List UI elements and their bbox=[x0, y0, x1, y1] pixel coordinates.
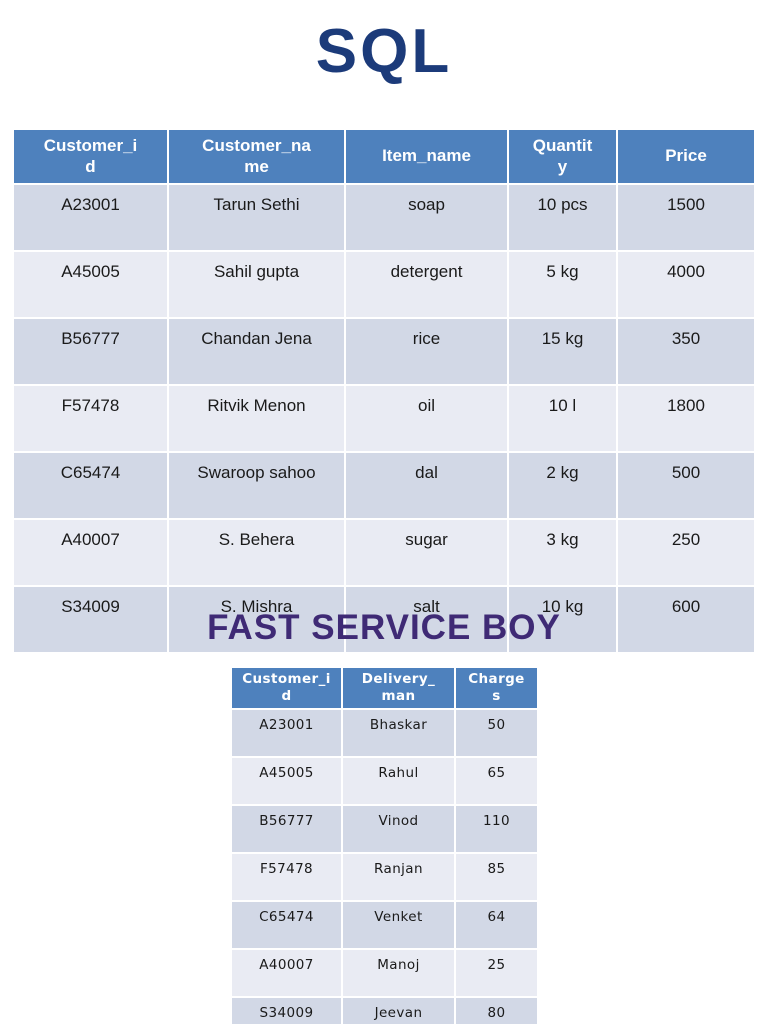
table-row: A40007 Manoj 25 bbox=[232, 948, 537, 997]
column-header-delivery-man: Delivery_ man bbox=[341, 668, 455, 709]
table-row: F57478 Ritvik Menon oil 10 l 1800 bbox=[14, 384, 754, 452]
column-header-price: Price bbox=[616, 130, 754, 184]
cell-customer-id: A45005 bbox=[14, 250, 168, 318]
cell-charges: 65 bbox=[454, 756, 537, 805]
cell-price: 600 bbox=[616, 585, 754, 652]
cell-customer-id: A45005 bbox=[232, 756, 342, 805]
table-row: S34009 Jeevan 80 bbox=[232, 996, 537, 1024]
cell-customer-name: S. Mishra bbox=[167, 585, 345, 652]
cell-delivery-man: Ranjan bbox=[341, 852, 455, 901]
cell-price: 350 bbox=[616, 317, 754, 385]
cell-customer-id: F57478 bbox=[14, 384, 168, 452]
cell-item-name: oil bbox=[344, 384, 508, 452]
cell-price: 4000 bbox=[616, 250, 754, 318]
column-header-customer-id: Customer_i d bbox=[14, 130, 168, 184]
table-row: S34009 S. Mishra salt 10 kg 600 bbox=[14, 585, 754, 652]
table-row: F57478 Ranjan 85 bbox=[232, 852, 537, 901]
delivery-header-row: Customer_i d Delivery_ man Charge s bbox=[232, 668, 537, 709]
cell-customer-id: S34009 bbox=[14, 585, 168, 652]
cell-delivery-man: Jeevan bbox=[341, 996, 455, 1024]
cell-item-name: sugar bbox=[344, 518, 508, 586]
column-header-item-name: Item_name bbox=[344, 130, 508, 184]
table-row: C65474 Venket 64 bbox=[232, 900, 537, 949]
table-row: A45005 Rahul 65 bbox=[232, 756, 537, 805]
cell-delivery-man: Bhaskar bbox=[341, 708, 455, 757]
cell-customer-id: A40007 bbox=[232, 948, 342, 997]
orders-table: Customer_i d Customer_na me Item_name Qu… bbox=[14, 130, 754, 652]
cell-customer-id: F57478 bbox=[232, 852, 342, 901]
column-header-customer-id: Customer_i d bbox=[232, 668, 342, 709]
cell-customer-name: Chandan Jena bbox=[167, 317, 345, 385]
cell-customer-name: Swaroop sahoo bbox=[167, 451, 345, 519]
cell-quantity: 5 kg bbox=[507, 250, 617, 318]
cell-customer-name: Ritvik Menon bbox=[167, 384, 345, 452]
cell-delivery-man: Venket bbox=[341, 900, 455, 949]
cell-quantity: 2 kg bbox=[507, 451, 617, 519]
cell-customer-name: S. Behera bbox=[167, 518, 345, 586]
column-header-customer-name: Customer_na me bbox=[167, 130, 345, 184]
table-row: B56777 Chandan Jena rice 15 kg 350 bbox=[14, 317, 754, 385]
cell-charges: 110 bbox=[454, 804, 537, 853]
cell-charges: 50 bbox=[454, 708, 537, 757]
cell-customer-id: A40007 bbox=[14, 518, 168, 586]
cell-item-name: rice bbox=[344, 317, 508, 385]
table-row: A40007 S. Behera sugar 3 kg 250 bbox=[14, 518, 754, 586]
column-header-quantity: Quantit y bbox=[507, 130, 617, 184]
orders-header-row: Customer_i d Customer_na me Item_name Qu… bbox=[14, 130, 754, 184]
cell-customer-id: B56777 bbox=[232, 804, 342, 853]
cell-customer-id: S34009 bbox=[232, 996, 342, 1024]
table-row: A23001 Tarun Sethi soap 10 pcs 1500 bbox=[14, 183, 754, 251]
table-row: A23001 Bhaskar 50 bbox=[232, 708, 537, 757]
cell-charges: 80 bbox=[454, 996, 537, 1024]
cell-price: 1800 bbox=[616, 384, 754, 452]
cell-customer-name: Sahil gupta bbox=[167, 250, 345, 318]
cell-delivery-man: Rahul bbox=[341, 756, 455, 805]
cell-item-name: soap bbox=[344, 183, 508, 251]
section-title: FAST SERVICE BOY bbox=[207, 608, 561, 647]
cell-price: 250 bbox=[616, 518, 754, 586]
page-title: SQL bbox=[315, 17, 453, 86]
cell-quantity: 10 l bbox=[507, 384, 617, 452]
cell-customer-id: A23001 bbox=[232, 708, 342, 757]
cell-customer-id: C65474 bbox=[14, 451, 168, 519]
table-row: B56777 Vinod 110 bbox=[232, 804, 537, 853]
cell-customer-id: B56777 bbox=[14, 317, 168, 385]
cell-delivery-man: Vinod bbox=[341, 804, 455, 853]
cell-customer-name: Tarun Sethi bbox=[167, 183, 345, 251]
cell-quantity: 10 kg bbox=[507, 585, 617, 652]
cell-delivery-man: Manoj bbox=[341, 948, 455, 997]
cell-customer-id: C65474 bbox=[232, 900, 342, 949]
table-row: A45005 Sahil gupta detergent 5 kg 4000 bbox=[14, 250, 754, 318]
cell-item-name: salt bbox=[344, 585, 508, 652]
cell-charges: 85 bbox=[454, 852, 537, 901]
cell-quantity: 15 kg bbox=[507, 317, 617, 385]
cell-price: 1500 bbox=[616, 183, 754, 251]
cell-charges: 25 bbox=[454, 948, 537, 997]
cell-quantity: 3 kg bbox=[507, 518, 617, 586]
cell-price: 500 bbox=[616, 451, 754, 519]
column-header-charges: Charge s bbox=[454, 668, 537, 709]
cell-item-name: detergent bbox=[344, 250, 508, 318]
cell-charges: 64 bbox=[454, 900, 537, 949]
table-row: C65474 Swaroop sahoo dal 2 kg 500 bbox=[14, 451, 754, 519]
delivery-table: Customer_i d Delivery_ man Charge s A230… bbox=[232, 668, 537, 1024]
cell-customer-id: A23001 bbox=[14, 183, 168, 251]
cell-quantity: 10 pcs bbox=[507, 183, 617, 251]
cell-item-name: dal bbox=[344, 451, 508, 519]
